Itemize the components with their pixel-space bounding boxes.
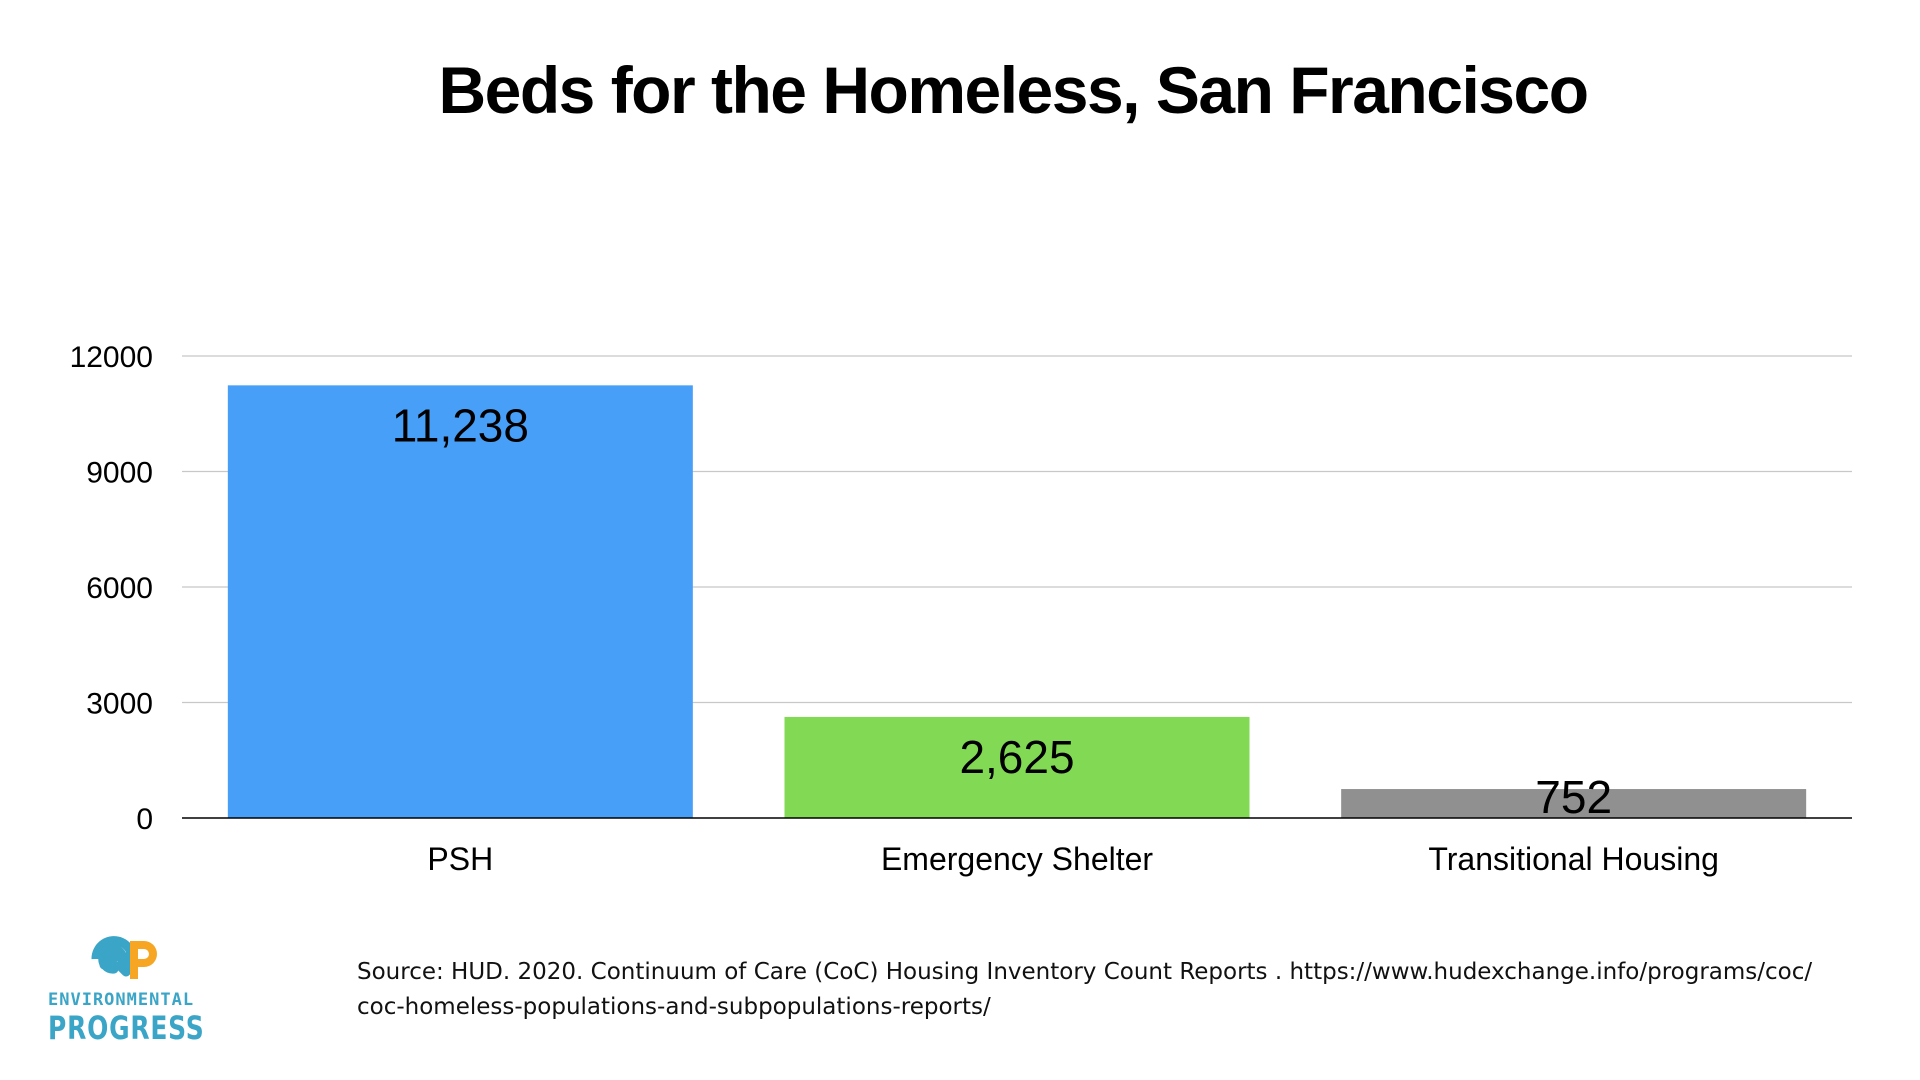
bars: [182, 385, 1852, 819]
ep-logo-icon: [91, 936, 157, 979]
x-category-label: Emergency Shelter: [881, 841, 1153, 877]
data-label: 752: [1535, 771, 1612, 823]
labels: 0 3000 6000 9000 12000 11,238 PSH 2,625 Emergenc…: [70, 341, 1719, 877]
data-label: 11,238: [392, 399, 529, 451]
logo-line-1: ENVIRONMENTAL: [48, 990, 195, 1010]
source-line-2: coc-homeless-populations-and-subpopulati…: [357, 994, 991, 1020]
y-tick-label: 9000: [86, 457, 153, 490]
y-tick-label: 6000: [86, 572, 153, 605]
source-line-1: Source: HUD. 2020. Continuum of Care (Co…: [357, 959, 1813, 985]
bar-emergency-shelter: [784, 716, 1250, 818]
bar-psh: [227, 385, 693, 818]
y-tick-label: 0: [136, 803, 153, 836]
x-category-label: Transitional Housing: [1428, 841, 1719, 877]
y-tick-label: 12000: [70, 341, 153, 374]
data-label: 2,625: [959, 731, 1074, 783]
source-note: Source: HUD. 2020. Continuum of Care (Co…: [357, 955, 1857, 1025]
y-tick-label: 3000: [86, 688, 153, 721]
bar-transitional-housing: [1341, 789, 1807, 818]
x-category-label: PSH: [427, 841, 493, 877]
environmental-progress-logo: ENVIRONMENTAL PROGRESS: [44, 935, 214, 1055]
chart-title: Beds for the Homeless, San Francisco: [438, 53, 1589, 127]
logo-line-2: PROGRESS: [48, 1009, 205, 1047]
